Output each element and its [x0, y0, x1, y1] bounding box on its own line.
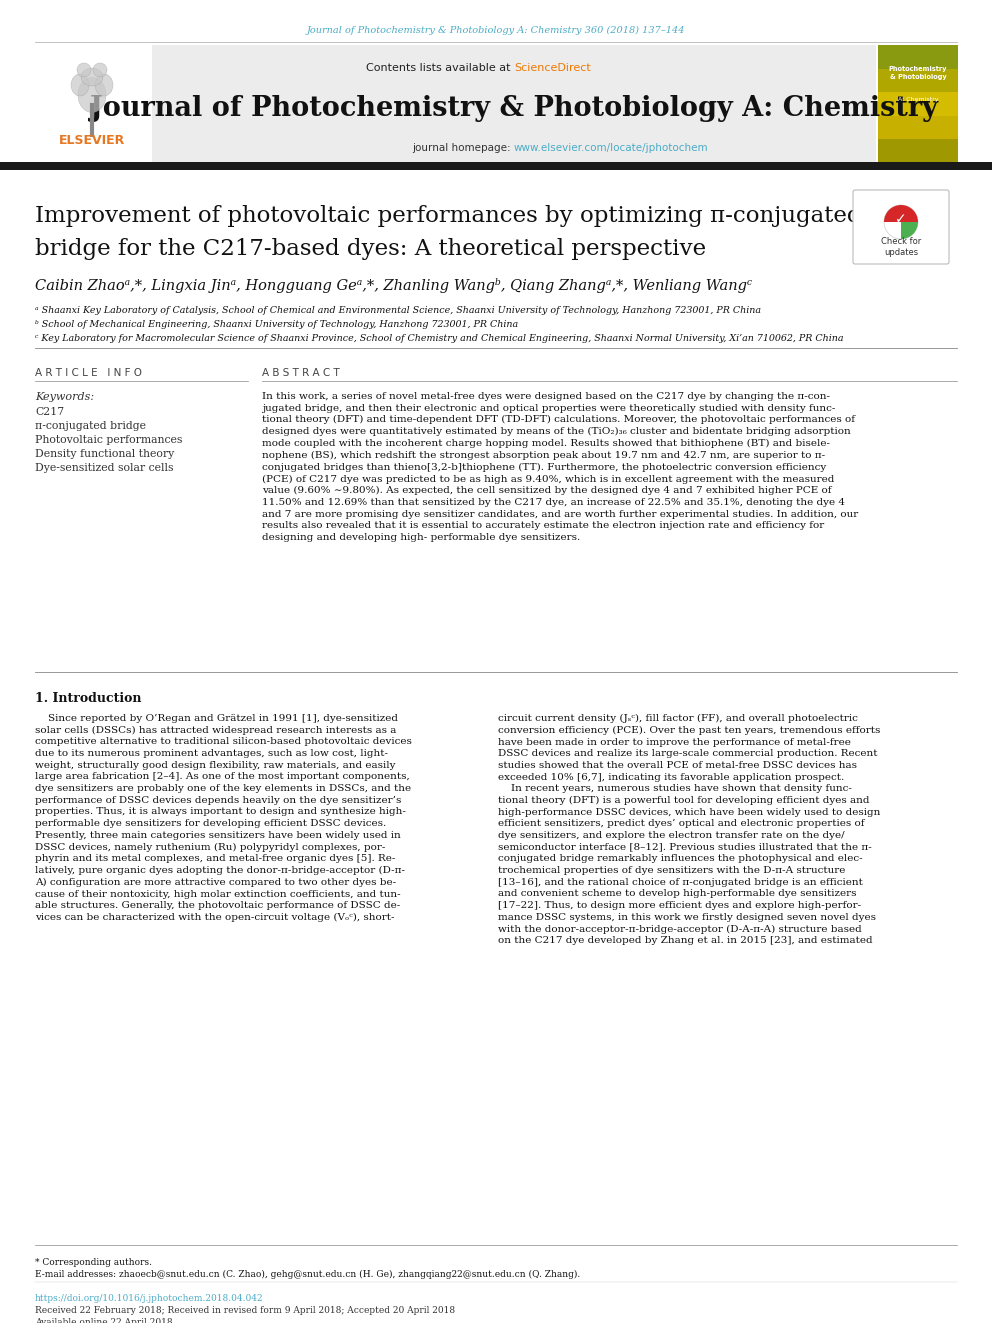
Wedge shape [884, 205, 918, 222]
Ellipse shape [81, 67, 103, 86]
Text: Available online 22 April 2018: Available online 22 April 2018 [35, 1318, 173, 1323]
Bar [878, 93, 958, 116]
Text: bridge for the C217-based dyes: A theoretical perspective: bridge for the C217-based dyes: A theore… [35, 238, 706, 261]
Text: www.elsevier.com/locate/jphotochem: www.elsevier.com/locate/jphotochem [514, 143, 708, 153]
Bar [878, 116, 958, 139]
FancyBboxPatch shape [853, 191, 949, 265]
Text: Received 22 February 2018; Received in revised form 9 April 2018; Accepted 20 Ap: Received 22 February 2018; Received in r… [35, 1306, 455, 1315]
Text: Contents lists available at: Contents lists available at [366, 64, 514, 73]
Bar [878, 45, 958, 163]
Text: Density functional theory: Density functional theory [35, 448, 175, 459]
Circle shape [884, 205, 918, 239]
Ellipse shape [95, 74, 113, 97]
Text: Keywords:: Keywords: [35, 392, 94, 402]
Wedge shape [901, 222, 918, 239]
Text: journal homepage:: journal homepage: [412, 143, 514, 153]
Text: Caibin Zhaoᵃ,*, Lingxia Jinᵃ, Hongguang Geᵃ,*, Zhanling Wangᵇ, Qiang Zhangᵃ,*, W: Caibin Zhaoᵃ,*, Lingxia Jinᵃ, Hongguang … [35, 278, 752, 292]
Bar [152, 45, 876, 163]
Text: ✓: ✓ [895, 212, 907, 226]
Ellipse shape [71, 74, 89, 97]
Text: ᵇ School of Mechanical Engineering, Shaanxi University of Technology, Hanzhong 7: ᵇ School of Mechanical Engineering, Shaa… [35, 320, 518, 329]
Text: 1. Introduction: 1. Introduction [35, 692, 142, 705]
Text: Photovoltaic performances: Photovoltaic performances [35, 435, 183, 445]
Ellipse shape [93, 64, 107, 77]
Text: * Corresponding authors.: * Corresponding authors. [35, 1258, 152, 1267]
Text: Check for
updates: Check for updates [881, 237, 922, 258]
Text: ScienceDirect: ScienceDirect [514, 64, 591, 73]
Text: A: Chemistry: A: Chemistry [898, 98, 938, 102]
Text: C217: C217 [35, 407, 64, 417]
Ellipse shape [77, 64, 91, 77]
Text: A R T I C L E   I N F O: A R T I C L E I N F O [35, 368, 142, 378]
Text: circuit current density (Jₛᶜ), fill factor (FF), and overall photoelectric
conve: circuit current density (Jₛᶜ), fill fact… [498, 714, 880, 945]
Text: E-mail addresses: zhaoecb@snut.edu.cn (C. Zhao), gehg@snut.edu.cn (H. Ge), zhang: E-mail addresses: zhaoecb@snut.edu.cn (C… [35, 1270, 580, 1279]
Text: In this work, a series of novel metal-free dyes were designed based on the C217 : In this work, a series of novel metal-fr… [262, 392, 858, 542]
Text: Improvement of photovoltaic performances by optimizing π-conjugated: Improvement of photovoltaic performances… [35, 205, 861, 228]
Text: Photochemistry
& Photobiology: Photochemistry & Photobiology [889, 66, 947, 79]
Bar [0, 161, 992, 169]
Text: Journal of Photochemistry & Photobiology A: Chemistry 360 (2018) 137–144: Journal of Photochemistry & Photobiology… [307, 25, 685, 34]
Text: A B S T R A C T: A B S T R A C T [262, 368, 339, 378]
Bar [878, 69, 958, 93]
Bar [878, 45, 958, 69]
Text: ELSEVIER: ELSEVIER [59, 134, 125, 147]
Text: Journal of Photochemistry & Photobiology A: Chemistry: Journal of Photochemistry & Photobiology… [90, 94, 938, 122]
Ellipse shape [78, 78, 106, 112]
Text: Dye-sensitized solar cells: Dye-sensitized solar cells [35, 463, 174, 474]
Bar [878, 139, 958, 163]
Text: Since reported by O’Regan and Grätzel in 1991 [1], dye-sensitized
solar cells (D: Since reported by O’Regan and Grätzel in… [35, 714, 412, 922]
Text: ᵃ Shaanxi Key Laboratory of Catalysis, School of Chemical and Environmental Scie: ᵃ Shaanxi Key Laboratory of Catalysis, S… [35, 306, 761, 315]
Text: π-conjugated bridge: π-conjugated bridge [35, 421, 146, 431]
Text: https://doi.org/10.1016/j.jphotochem.2018.04.042: https://doi.org/10.1016/j.jphotochem.201… [35, 1294, 264, 1303]
Text: ᶜ Key Laboratory for Macromolecular Science of Shaanxi Province, School of Chemi: ᶜ Key Laboratory for Macromolecular Scie… [35, 333, 843, 343]
